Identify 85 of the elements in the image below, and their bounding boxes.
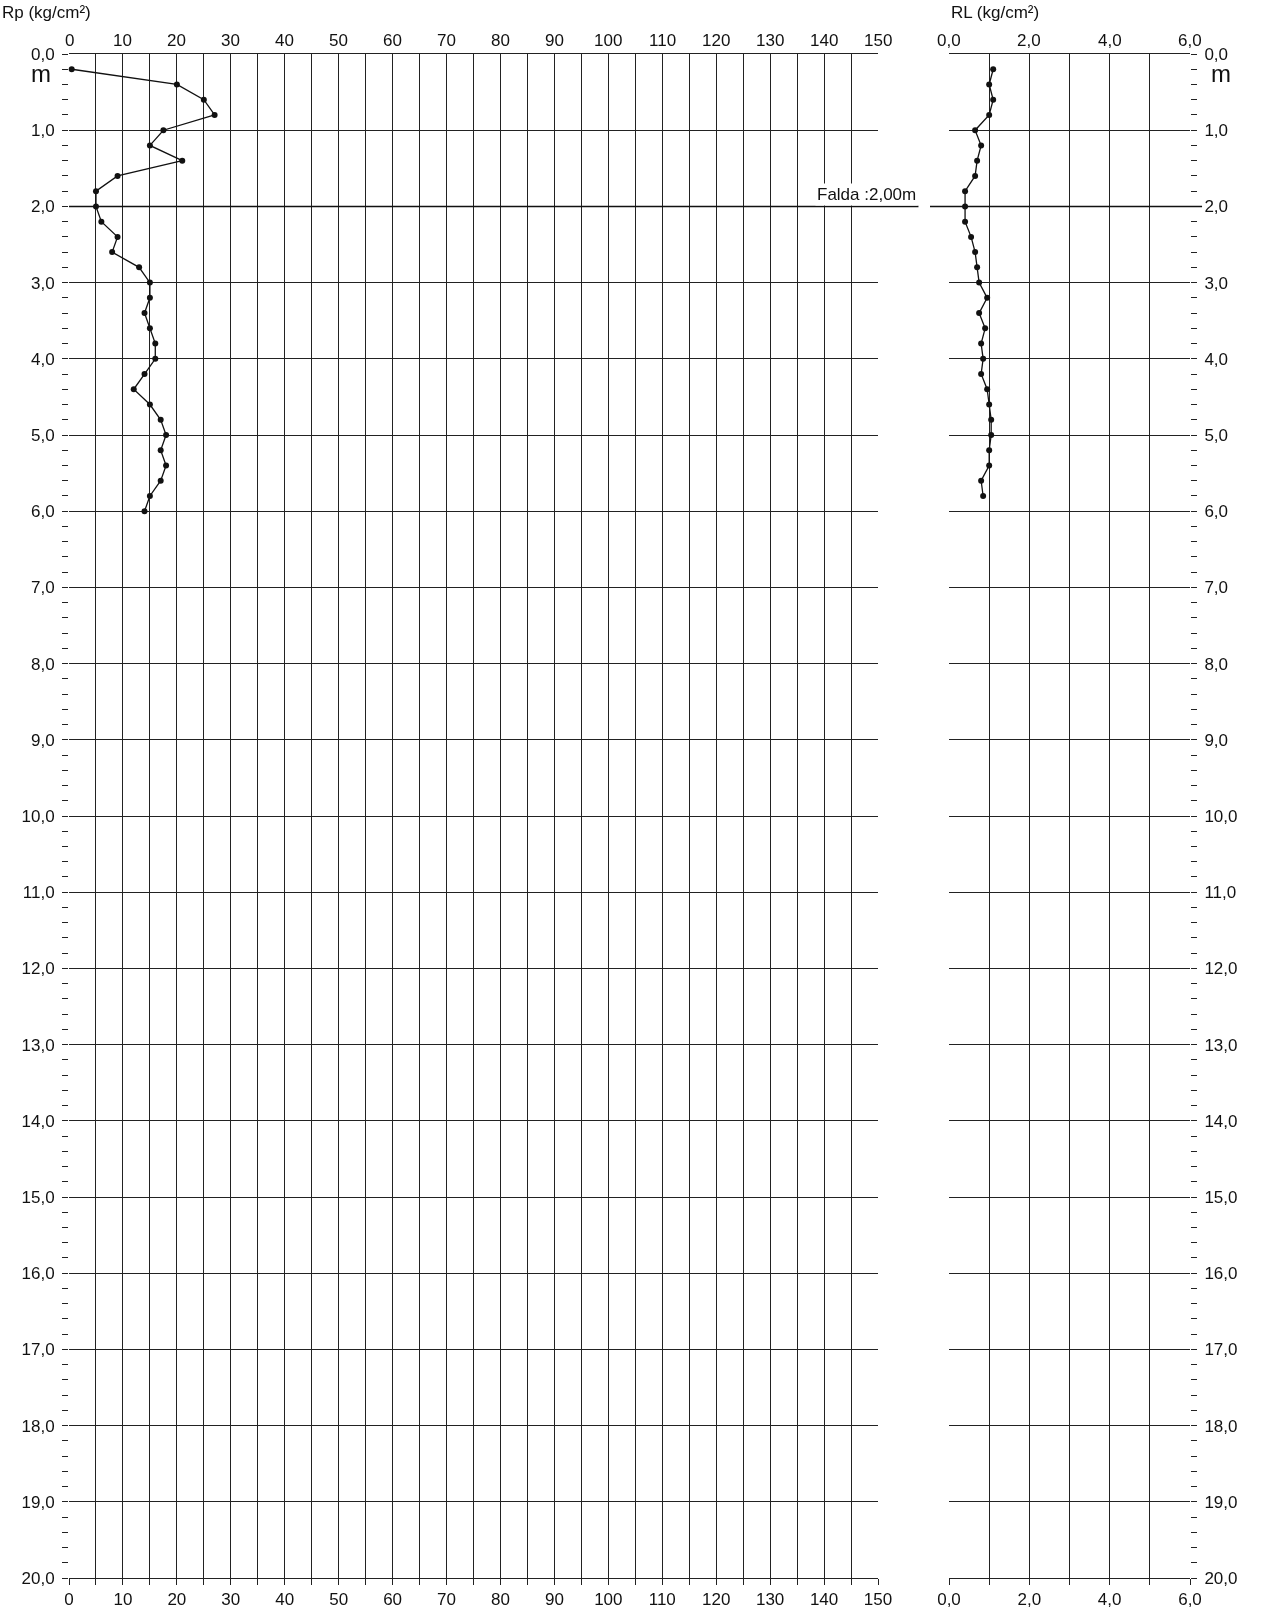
y-tick-label: 15,0 xyxy=(1204,1187,1238,1207)
y-tick-label: 11,0 xyxy=(1204,883,1237,903)
x2-tick-label: 60 xyxy=(383,1590,403,1610)
x2-tick-label: 20 xyxy=(167,1590,187,1610)
y-tick-label: 5,0 xyxy=(1204,425,1229,445)
x-tick-label: 0 xyxy=(65,31,75,50)
y-tick-label: 16,0 xyxy=(1204,1264,1238,1284)
y-tick-label: 13,0 xyxy=(1204,1035,1238,1055)
x-tick-label: 130 xyxy=(756,31,785,50)
x-tick-label: 150 xyxy=(864,31,893,50)
y-tick-label: 4,0 xyxy=(30,349,55,369)
x-tick-label: 90 xyxy=(545,31,564,50)
y-tick-label: 17,0 xyxy=(21,1340,55,1360)
x2-tick-label: 100 xyxy=(594,1590,623,1610)
y-tick-label: 7,0 xyxy=(30,578,55,598)
y-tick-label: 8,0 xyxy=(1204,654,1229,674)
y-tick-label: 20,0 xyxy=(1204,1568,1238,1588)
ref-line-label: Falda :2,00m xyxy=(817,185,917,204)
y-tick-label: 5,0 xyxy=(30,425,55,445)
y-tick-label: 3,0 xyxy=(30,273,55,293)
y-tick-label: 10,0 xyxy=(21,806,55,826)
y-tick-label: 2,0 xyxy=(30,197,55,217)
y-tick-label: 12,0 xyxy=(21,959,55,979)
y-tick-label: 6,0 xyxy=(30,502,55,522)
x-tick-label: 0,0 xyxy=(937,31,961,50)
x-tick-label: 70 xyxy=(437,31,456,50)
x2-tick-label: 40 xyxy=(275,1590,295,1610)
x-tick-label: 30 xyxy=(221,31,240,50)
x2-tick-label: 90 xyxy=(544,1590,564,1610)
x-tick-label: 2,0 xyxy=(1017,31,1041,50)
x-tick-label: 10 xyxy=(113,31,132,50)
x2-tick-label: 0,0 xyxy=(937,1590,961,1610)
y-tick-label: 14,0 xyxy=(1204,1111,1238,1131)
y-tick-label: 13,0 xyxy=(21,1035,55,1055)
x2-tick-label: 80 xyxy=(491,1590,510,1610)
y-tick-label: 15,0 xyxy=(21,1187,55,1207)
y-tick-label: 0,0 xyxy=(1204,44,1229,64)
y-tick-label: 20,0 xyxy=(21,1568,55,1588)
x2-tick-label: 2,0 xyxy=(1017,1590,1042,1610)
y-tick-label: 0,0 xyxy=(30,44,55,64)
x2-tick-label: 70 xyxy=(437,1590,456,1610)
y-tick-label: 7,0 xyxy=(1204,578,1229,598)
x2-axis-title: RL (kg/cm²) xyxy=(951,3,1040,22)
y-tick-label: 19,0 xyxy=(21,1492,55,1512)
y-tick-label: 9,0 xyxy=(1204,730,1229,750)
x-tick-label: 60 xyxy=(383,31,402,50)
y-tick-label: 9,0 xyxy=(30,730,55,750)
y-tick-label: 10,0 xyxy=(1204,806,1238,826)
x2-tick-label: 30 xyxy=(221,1590,241,1610)
y-tick-label: 12,0 xyxy=(1204,959,1238,979)
x2-axis-title: Rp (kg/cm²) xyxy=(2,3,91,22)
y-tick-label: 18,0 xyxy=(21,1416,55,1436)
y-tick-label: 2,0 xyxy=(1204,197,1229,217)
x-tick-label: 50 xyxy=(329,31,348,50)
y-tick-label: 19,0 xyxy=(1204,1492,1238,1512)
y-tick-label: 3,0 xyxy=(1204,273,1229,293)
x2-tick-label: 150 xyxy=(863,1590,893,1610)
y-tick-label: 14,0 xyxy=(21,1111,55,1131)
x2-tick-label: 140 xyxy=(809,1590,839,1610)
x2-tick-label: 110 xyxy=(648,1590,676,1610)
y-tick-label: 1,0 xyxy=(1204,121,1229,141)
y-tick-label: 11,0 xyxy=(22,883,55,903)
x2-tick-label: 0 xyxy=(64,1590,74,1610)
x-tick-label: 4,0 xyxy=(1098,31,1122,50)
x-tick-label: 20 xyxy=(167,31,186,50)
x-tick-label: 6,0 xyxy=(1178,31,1202,50)
y-tick-label: 1,0 xyxy=(30,121,55,141)
x-tick-label: 140 xyxy=(810,31,839,50)
x-tick-label: 80 xyxy=(491,31,510,50)
x-tick-label: 120 xyxy=(702,31,731,50)
y-tick-label: 4,0 xyxy=(1204,349,1229,369)
x2-tick-label: 10 xyxy=(113,1590,133,1610)
y-tick-label: 17,0 xyxy=(1204,1340,1238,1360)
x2-tick-label: 120 xyxy=(702,1590,731,1610)
x-tick-label: 100 xyxy=(594,31,623,50)
x-tick-label: 110 xyxy=(649,31,677,50)
x2-tick-label: 6,0 xyxy=(1178,1590,1202,1610)
y-tick-label: 8,0 xyxy=(30,654,55,674)
y-tick-label: 16,0 xyxy=(21,1264,55,1284)
x-tick-label: 40 xyxy=(275,31,294,50)
y-tick-label: 18,0 xyxy=(1204,1416,1238,1436)
x2-tick-label: 50 xyxy=(329,1590,349,1610)
y-tick-label: 6,0 xyxy=(1204,502,1229,522)
x2-tick-label: 130 xyxy=(755,1590,785,1610)
x2-tick-label: 4,0 xyxy=(1097,1590,1122,1610)
